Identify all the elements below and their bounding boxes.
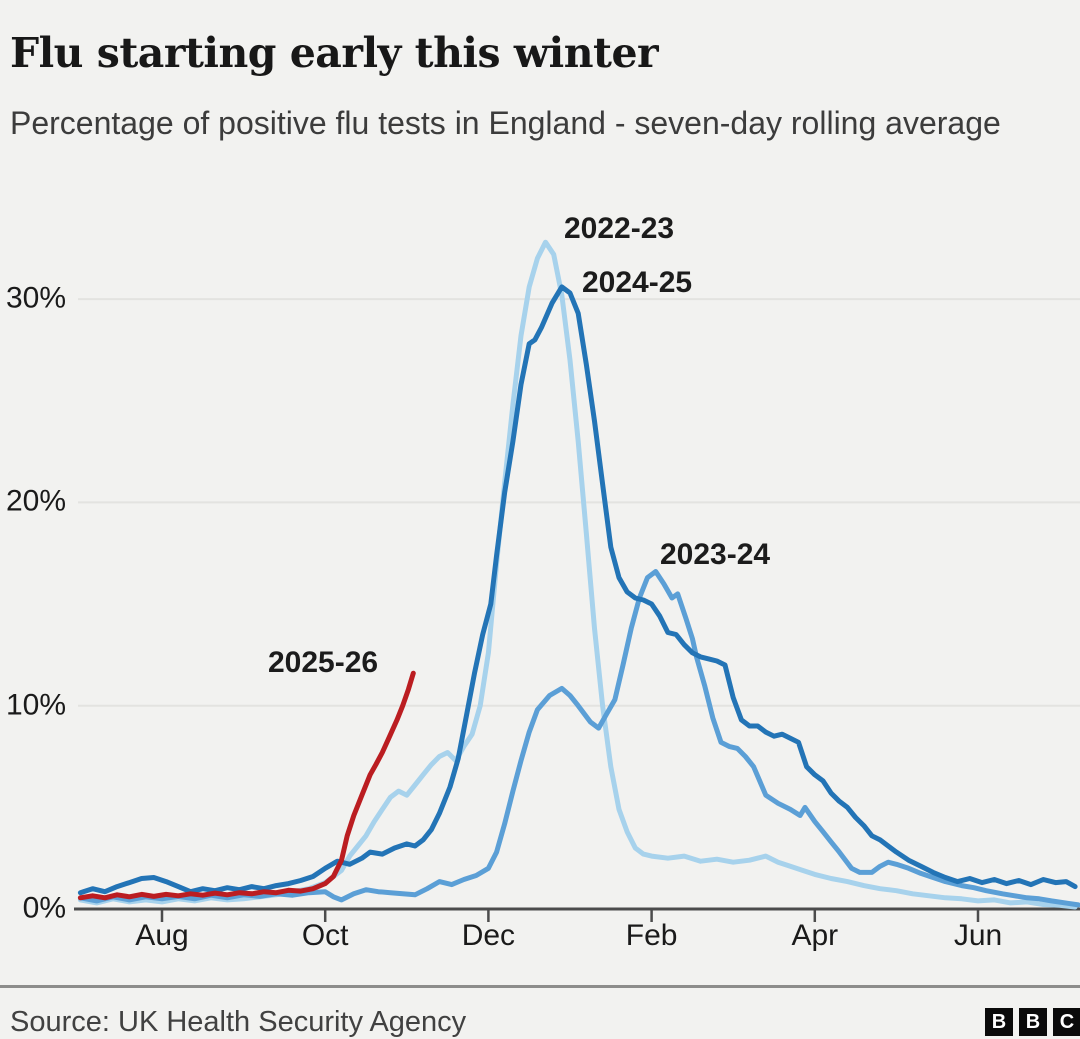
- series-label-2022-23: 2022-23: [564, 212, 675, 245]
- y-axis-tick-label-30pct: 30%: [5, 281, 66, 315]
- page-subtitle: Percentage of positive flu tests in Engl…: [10, 105, 1001, 141]
- series-line-2024-25: [77, 284, 1078, 896]
- y-axis-tick-label-0pct: 0%: [22, 891, 66, 925]
- series-label-2024-25: 2024-25: [582, 266, 693, 299]
- x-axis-tick-label-dec: Dec: [461, 919, 516, 952]
- source-caption: Source: UK Health Security Agency: [10, 1006, 467, 1038]
- series-line-2023-24: [77, 569, 1080, 908]
- series-label-2023-24: 2023-24: [660, 538, 771, 571]
- series-label-2025-26: 2025-26: [268, 646, 379, 679]
- series-line-2025-26: [77, 670, 416, 901]
- x-axis-tick-label-jun: Jun: [953, 919, 1003, 952]
- footer-divider: [0, 985, 1080, 988]
- x-axis-tick-label-aug: Aug: [135, 919, 189, 952]
- x-axis-tick-label-apr: Apr: [791, 919, 839, 952]
- bbc-logo: B B C: [985, 1008, 1080, 1036]
- y-axis-tick-label-10pct: 10%: [5, 688, 66, 722]
- bbc-logo-block-b2: B: [1019, 1008, 1047, 1036]
- x-axis-tick-label-feb: Feb: [625, 919, 678, 952]
- page-title: Flu starting early this winter: [10, 29, 659, 78]
- x-axis-tick-label-oct: Oct: [301, 919, 349, 952]
- bbc-logo-block-b1: B: [985, 1008, 1013, 1036]
- y-axis-tick-label-20pct: 20%: [5, 484, 66, 518]
- series-line-2022-23: [77, 239, 1078, 910]
- bbc-logo-block-c: C: [1053, 1008, 1080, 1036]
